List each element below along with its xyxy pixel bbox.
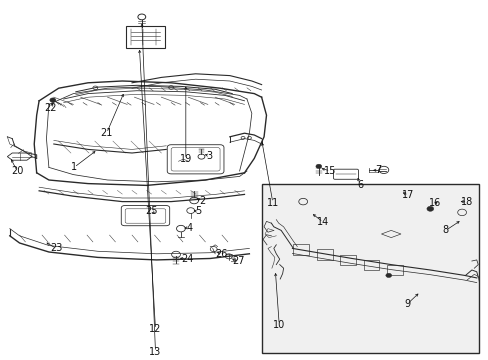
Text: 12: 12: [149, 324, 161, 334]
Text: 19: 19: [179, 154, 191, 164]
Text: 17: 17: [402, 190, 414, 200]
Text: 8: 8: [442, 225, 448, 235]
Text: 22: 22: [44, 103, 57, 113]
Circle shape: [426, 206, 433, 211]
Text: 5: 5: [195, 206, 202, 216]
Circle shape: [385, 273, 391, 278]
Text: 24: 24: [181, 254, 193, 264]
Circle shape: [50, 98, 56, 102]
Text: 16: 16: [428, 198, 441, 208]
Text: 7: 7: [375, 165, 381, 175]
Text: 2: 2: [199, 196, 205, 206]
Text: 25: 25: [145, 206, 158, 216]
Text: 15: 15: [324, 166, 336, 176]
Text: 23: 23: [50, 243, 62, 253]
FancyBboxPatch shape: [261, 184, 478, 353]
Text: 1: 1: [71, 162, 77, 172]
Text: 21: 21: [100, 128, 112, 138]
Text: 14: 14: [316, 217, 328, 227]
Circle shape: [315, 164, 321, 168]
Text: 27: 27: [232, 256, 244, 266]
Text: 3: 3: [206, 150, 212, 161]
Text: 6: 6: [356, 180, 363, 190]
Text: 9: 9: [403, 299, 409, 309]
Text: 18: 18: [460, 197, 472, 207]
Text: 10: 10: [272, 320, 285, 330]
Text: 11: 11: [266, 198, 278, 208]
Text: 4: 4: [186, 222, 192, 233]
Text: 26: 26: [215, 249, 227, 259]
Text: 13: 13: [149, 347, 161, 357]
Text: 20: 20: [11, 166, 23, 176]
